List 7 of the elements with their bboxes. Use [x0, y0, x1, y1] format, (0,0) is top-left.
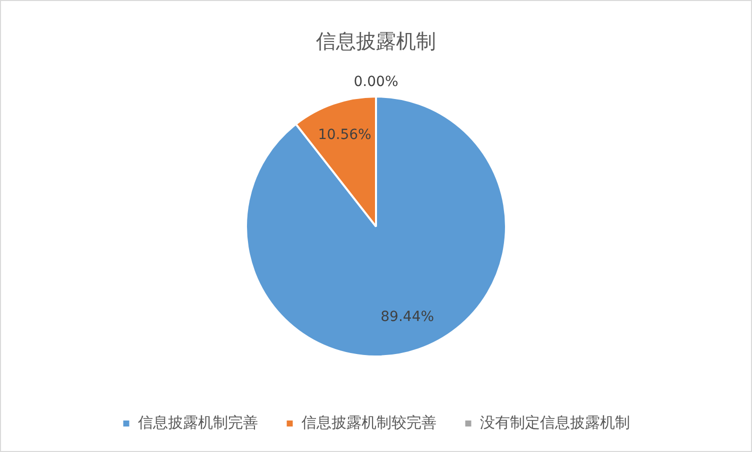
- text: 0.00%: [354, 74, 398, 90]
- legend-label: 信息披露机制完善: [138, 413, 258, 432]
- legend-label: 信息披露机制较完善: [301, 413, 436, 432]
- legend-label: 没有制定信息披露机制: [480, 413, 630, 432]
- data-label: 10.56%: [318, 127, 372, 144]
- chart-title: 信息披露机制: [316, 29, 436, 54]
- data-label: 89.44%: [380, 309, 434, 326]
